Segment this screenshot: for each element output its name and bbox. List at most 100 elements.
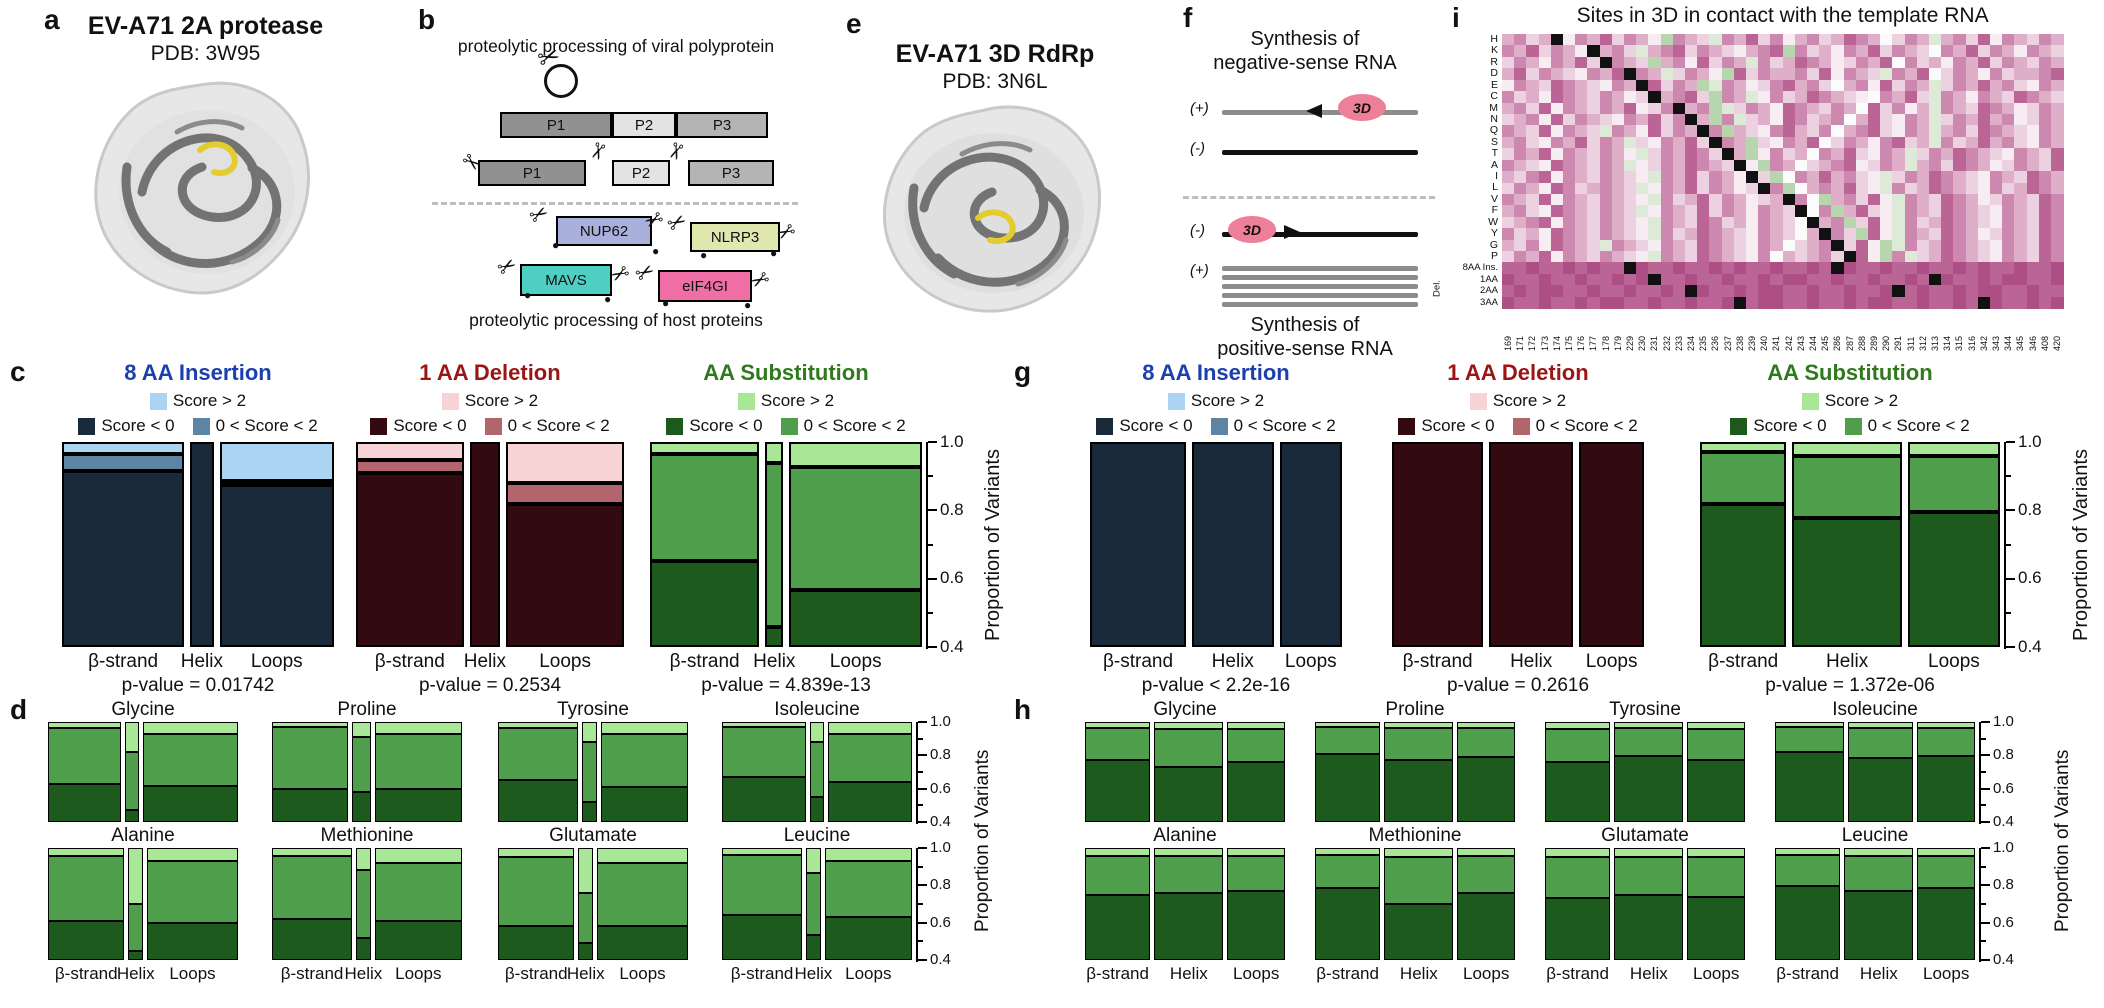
mosaic-segment-mid xyxy=(1545,856,1611,899)
heatmap-cell xyxy=(1685,136,1698,149)
heatmap-cell xyxy=(1843,296,1857,309)
heatmap-cell xyxy=(1685,273,1698,286)
heatmap-cell xyxy=(1636,148,1649,161)
legend-swatch xyxy=(1512,417,1530,435)
heatmap-cell xyxy=(1685,285,1698,298)
mosaic-segment-light xyxy=(650,442,760,455)
heatmap-cell xyxy=(1746,136,1759,149)
y-axis-title: Proportion of Variants xyxy=(982,448,1004,641)
panel-b-bottom-caption: proteolytic processing of host proteins xyxy=(469,310,763,330)
heatmap-cell xyxy=(1563,262,1576,275)
polyprotein-segment: P1 xyxy=(500,112,612,138)
panel-letter-d: d xyxy=(10,694,28,725)
heatmap-cell xyxy=(2038,193,2052,206)
heatmap-cell xyxy=(1514,216,1527,229)
mosaic-segment-mid xyxy=(1792,456,1902,518)
heatmap-cell xyxy=(1709,182,1723,195)
heatmap-cell xyxy=(1843,34,1857,47)
heatmap-cell xyxy=(1953,228,1967,241)
heatmap-cell xyxy=(1819,68,1832,81)
mosaic-segment-dark xyxy=(219,485,334,647)
mosaic-column xyxy=(143,722,238,822)
heatmap-cell xyxy=(1697,79,1710,92)
mosaic-segment-light xyxy=(1775,722,1845,727)
mini-mosaic-title: Isoleucine xyxy=(1832,699,1918,720)
mosaic-column xyxy=(374,848,462,960)
heatmap-cell xyxy=(1941,296,1954,309)
heatmap-cell xyxy=(1782,228,1796,241)
heatmap-cell xyxy=(1807,171,1820,184)
mosaic-segment-dark xyxy=(824,917,912,960)
heatmap-cell xyxy=(1550,34,1564,47)
heatmap-del-group-label: Del. xyxy=(1431,280,1443,297)
heatmap-cell xyxy=(1965,102,1979,115)
heatmap-cell xyxy=(1721,262,1735,275)
heatmap-cell xyxy=(1953,102,1967,115)
mosaic-segment-mid xyxy=(272,855,353,919)
mosaic-segment-mid xyxy=(374,734,462,789)
heatmap-cell xyxy=(1502,113,1515,126)
heatmap-cell xyxy=(1599,228,1613,241)
mosaic-segment-light xyxy=(1614,722,1684,728)
legend-label: 0 < Score < 2 xyxy=(507,416,610,435)
mosaic-segment-light xyxy=(1315,848,1381,855)
mosaic-segment-light xyxy=(722,848,803,855)
heatmap-cell xyxy=(1587,34,1601,47)
mosaic-column xyxy=(1154,848,1224,960)
heatmap-cell xyxy=(1514,273,1527,286)
heatmap-cell xyxy=(1758,262,1771,275)
mosaic-segment-dark xyxy=(498,926,575,960)
heatmap-cell xyxy=(1611,205,1625,218)
category-label: β-strand xyxy=(54,964,118,983)
heatmap-cell xyxy=(1721,79,1735,92)
heatmap-cell xyxy=(1526,285,1540,298)
mosaic-column xyxy=(356,848,371,960)
heatmap-cell xyxy=(2038,34,2052,47)
mosaic-segment-mid xyxy=(498,856,575,927)
heatmap-cell xyxy=(1672,273,1686,286)
heatmap-cell xyxy=(1807,205,1820,218)
mosaic-segment-dark xyxy=(498,780,579,822)
y-axis-tick-label: 0.6 xyxy=(1993,913,2014,931)
heatmap-cell xyxy=(1746,45,1759,58)
heatmap-cell xyxy=(1611,285,1625,298)
heatmap-cell xyxy=(1526,68,1540,81)
mosaic-segment-mid xyxy=(1227,729,1285,762)
heatmap-cell xyxy=(1941,205,1954,218)
mini-mosaic-plot xyxy=(48,722,238,822)
legend-row-top: Score > 2 xyxy=(1060,391,1372,411)
heatmap-cell xyxy=(1904,251,1918,264)
y-axis-tick-label: 0.4 xyxy=(940,636,964,656)
heatmap-cell xyxy=(1977,136,1991,149)
mosaic-segment-dark xyxy=(48,920,125,960)
heatmap-cell xyxy=(1502,251,1515,264)
heatmap-row-label: S xyxy=(1490,135,1498,148)
heatmap-cell xyxy=(1758,273,1771,286)
heatmap-cell xyxy=(1941,68,1954,81)
heatmap-cell xyxy=(1843,205,1857,218)
heatmap-cell xyxy=(1990,79,2003,92)
heatmap-cell xyxy=(1977,262,1991,275)
heatmap-cell xyxy=(1502,296,1515,309)
heatmap-cell xyxy=(1599,56,1613,69)
heatmap-cell xyxy=(1550,262,1564,275)
heatmap-cell xyxy=(1587,45,1601,58)
heatmap-cell xyxy=(2014,251,2028,264)
heatmap-cell xyxy=(1599,239,1613,252)
heatmap-cell xyxy=(1831,102,1845,115)
heatmap-cell xyxy=(1648,296,1662,309)
y-axis-tick xyxy=(2006,611,2011,614)
heatmap-cell xyxy=(1575,251,1588,264)
heatmap-cell xyxy=(1990,125,2003,138)
heatmap-row-label: D xyxy=(1490,67,1498,80)
legend-label: Score > 2 xyxy=(760,391,835,410)
heatmap-cell xyxy=(1624,148,1637,161)
heatmap-col-label: 289 xyxy=(1869,336,1879,352)
mosaic-segment-dark xyxy=(828,782,912,822)
heatmap-cell xyxy=(1977,273,1991,286)
y-axis-tick xyxy=(2006,543,2011,546)
heatmap-cell xyxy=(1563,113,1576,126)
heatmap-cell xyxy=(1636,56,1649,69)
heatmap-cell xyxy=(2038,56,2052,69)
plus-strand-label-bottom: (+) xyxy=(1190,262,1209,279)
